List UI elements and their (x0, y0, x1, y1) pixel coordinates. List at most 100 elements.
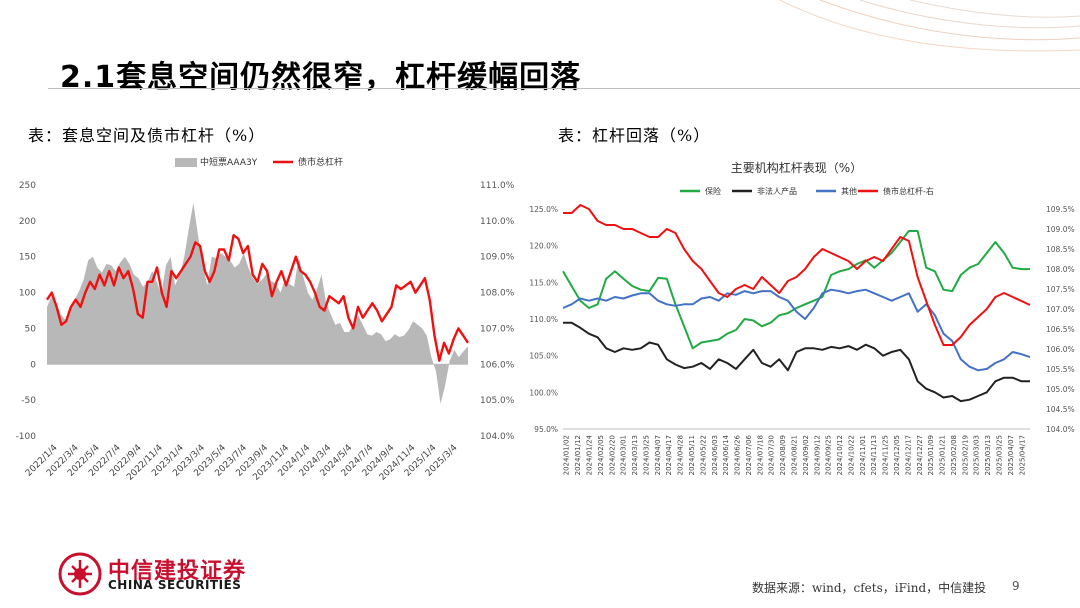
right-axis-tick-label: 109.5% (1046, 205, 1075, 214)
right-axis-tick-label: 105.5% (1046, 365, 1075, 374)
logo-text-en: CHINA SECURITIES (108, 578, 242, 592)
right-axis-tick-label: 108.0% (1046, 265, 1075, 274)
right-axis-tick-label: 108.5% (1046, 245, 1075, 254)
right-axis-tick-label: 111.0% (480, 181, 515, 191)
x-axis-tick-label: 2024/01/24 (585, 434, 593, 475)
left-axis-tick-label: 50 (25, 324, 37, 334)
right-axis-tick-label: 106.5% (1046, 325, 1075, 334)
left-axis-tick-label: 115.0% (529, 278, 558, 287)
chart-title: 主要机构杠杆表现（%） (731, 160, 862, 175)
series-line-1 (563, 321, 1030, 403)
x-axis-tick-label: 2025/03/25 (996, 435, 1004, 475)
x-axis-tick-label: 2024/04/07 (654, 435, 662, 475)
x-axis-tick-label: 2024/08/21 (791, 435, 799, 475)
x-axis-tick-label: 2024/11/13 (870, 435, 878, 475)
left-axis-tick-label: -50 (21, 396, 36, 406)
carry-spread-leverage-chart: 250 200 150 100 50 0 -50 -100 111.0% 110.0% 109.0%… (16, 156, 515, 483)
left-axis-tick-label: 100.0% (529, 388, 558, 397)
logo-text-cn: 中信建投证券 (108, 559, 247, 584)
right-axis-tick-label: 106.0% (1046, 345, 1075, 354)
x-axis-tick-label: 2024/07/30 (768, 435, 776, 475)
x-axis-tick-label: 2025/02/19 (961, 435, 969, 475)
x-axis-tick-label: 2024/03/01 (620, 435, 628, 475)
right-axis-tick-label: 104.0% (480, 432, 515, 442)
right-axis-tick-label: 104.5% (1046, 405, 1075, 414)
left-axis-tick-label: 95.0% (534, 425, 558, 434)
right-axis-tick-label: 105.0% (480, 396, 515, 406)
institution-leverage-chart: 主要机构杠杆表现（%） 125.0% 120.0% 115.0% 110.0% 105.0… (529, 160, 1075, 475)
legend-label: 中短票AAA3Y (200, 156, 258, 168)
x-axis-tick-label: 2024/02/05 (597, 435, 605, 475)
x-axis-tick-label: 2024/01/02 (563, 435, 571, 475)
series-line-3 (563, 204, 1031, 346)
china-securities-logo-icon (58, 552, 102, 596)
x-axis-tick-label: 2025/02/08 (950, 435, 958, 475)
series-line-2 (562, 288, 1031, 372)
header-decoration (779, 0, 1080, 52)
page-number: 9 (1012, 579, 1020, 593)
right-axis-tick-label: 104.0% (1046, 425, 1075, 434)
x-axis-tick-label: 2024/06/14 (722, 434, 730, 475)
left-axis-tick-label: 110.0% (529, 315, 558, 324)
x-axis-tick-label: 2024/06/26 (734, 434, 742, 475)
x-axis-tick-label: 2024/07/06 (745, 434, 753, 475)
x-axis-tick-label: 2024/09/12 (813, 435, 821, 475)
x-axis-tick-label: 2025/03/13 (984, 435, 992, 475)
left-axis-tick-label: -100 (16, 432, 37, 442)
series-line-0 (562, 230, 1030, 350)
x-axis-tick-label: 2024/11/01 (859, 435, 867, 475)
data-source: 数据来源：wind，cfets，iFind，中信建投 (752, 581, 987, 595)
right-axis-tick-label: 105.0% (1046, 385, 1075, 394)
right-axis-tick-label: 109.0% (1046, 225, 1075, 234)
left-axis-tick-label: 120.0% (529, 242, 558, 251)
right-axis-tick-label: 107.5% (1046, 285, 1075, 294)
left-axis-tick-label: 125.0% (529, 205, 558, 214)
left-axis-tick-label: 105.0% (529, 352, 558, 361)
x-axis-tick-label: 2024/12/17 (904, 435, 912, 475)
x-axis-tick-label: 2024/08/09 (779, 435, 787, 475)
x-axis-tick-label: 2024/04/28 (677, 435, 685, 475)
x-axis-tick-label: 2025/04/17 (1018, 435, 1026, 475)
x-axis-tick-label: 2024/07/18 (756, 435, 764, 475)
x-axis-tick-label: 2025/01/09 (927, 435, 935, 475)
x-axis-tick-label: 2024/01/12 (574, 435, 582, 475)
x-axis-tick-label: 2024/05/22 (699, 435, 707, 475)
x-axis-tick-label: 2024/03/13 (631, 435, 639, 475)
caption-right: 表：杠杆回落（%） (558, 126, 711, 145)
left-axis-tick-label: 0 (30, 360, 36, 370)
x-axis-tick-label: 2024/05/11 (688, 435, 696, 475)
right-axis-tick-label: 109.0% (480, 253, 515, 263)
right-axis-tick-label: 108.0% (480, 289, 515, 299)
x-axis-tick-label: 2024/06/03 (711, 435, 719, 475)
right-axis-tick-label: 107.0% (1046, 305, 1075, 314)
x-axis-tick-label: 2024/02/20 (608, 435, 616, 475)
left-axis-tick-label: 100 (19, 289, 36, 299)
x-axis-tick-label: 2024/04/17 (665, 435, 673, 475)
caption-left: 表：套息空间及债市杠杆（%） (28, 126, 266, 145)
x-axis-tick-label: 2024/10/12 (836, 435, 844, 475)
right-axis-tick-label: 110.0% (480, 217, 515, 227)
legend-label: 债市总杠杆 (298, 156, 343, 168)
page-title: 2.1套息空间仍然很窄，杠杆缓幅回落 (60, 60, 582, 95)
title-divider (48, 88, 1080, 89)
right-axis-tick-label: 107.0% (480, 324, 515, 334)
x-axis-tick-label: 2024/11/25 (882, 435, 890, 475)
x-axis-tick-label: 2024/03/25 (642, 435, 650, 475)
legend-label: 保险 (705, 186, 721, 196)
left-axis-tick-label: 200 (19, 217, 36, 227)
series-area-0 (47, 202, 468, 404)
x-axis-tick-label: 2025/04/07 (1007, 435, 1015, 475)
legend-label: 其他 (841, 186, 857, 196)
legend-label: 非法人产品 (757, 186, 797, 196)
legend-label: 债市总杠杆-右 (883, 186, 934, 196)
x-axis-tick-label: 2024/09/25 (825, 435, 833, 475)
left-axis-tick-label: 150 (19, 253, 36, 263)
left-axis-tick-label: 250 (19, 181, 36, 191)
x-axis-tick-label: 2024/10/22 (847, 435, 855, 475)
x-axis-tick-label: 2024/12/27 (916, 435, 924, 475)
x-axis-tick-label: 2024/12/05 (893, 435, 901, 475)
x-axis-tick-label: 2024/09/02 (802, 435, 810, 475)
series-line-1 (46, 234, 469, 362)
x-axis-tick-label: 2025/03/03 (973, 435, 981, 475)
legend-swatch (175, 158, 197, 167)
